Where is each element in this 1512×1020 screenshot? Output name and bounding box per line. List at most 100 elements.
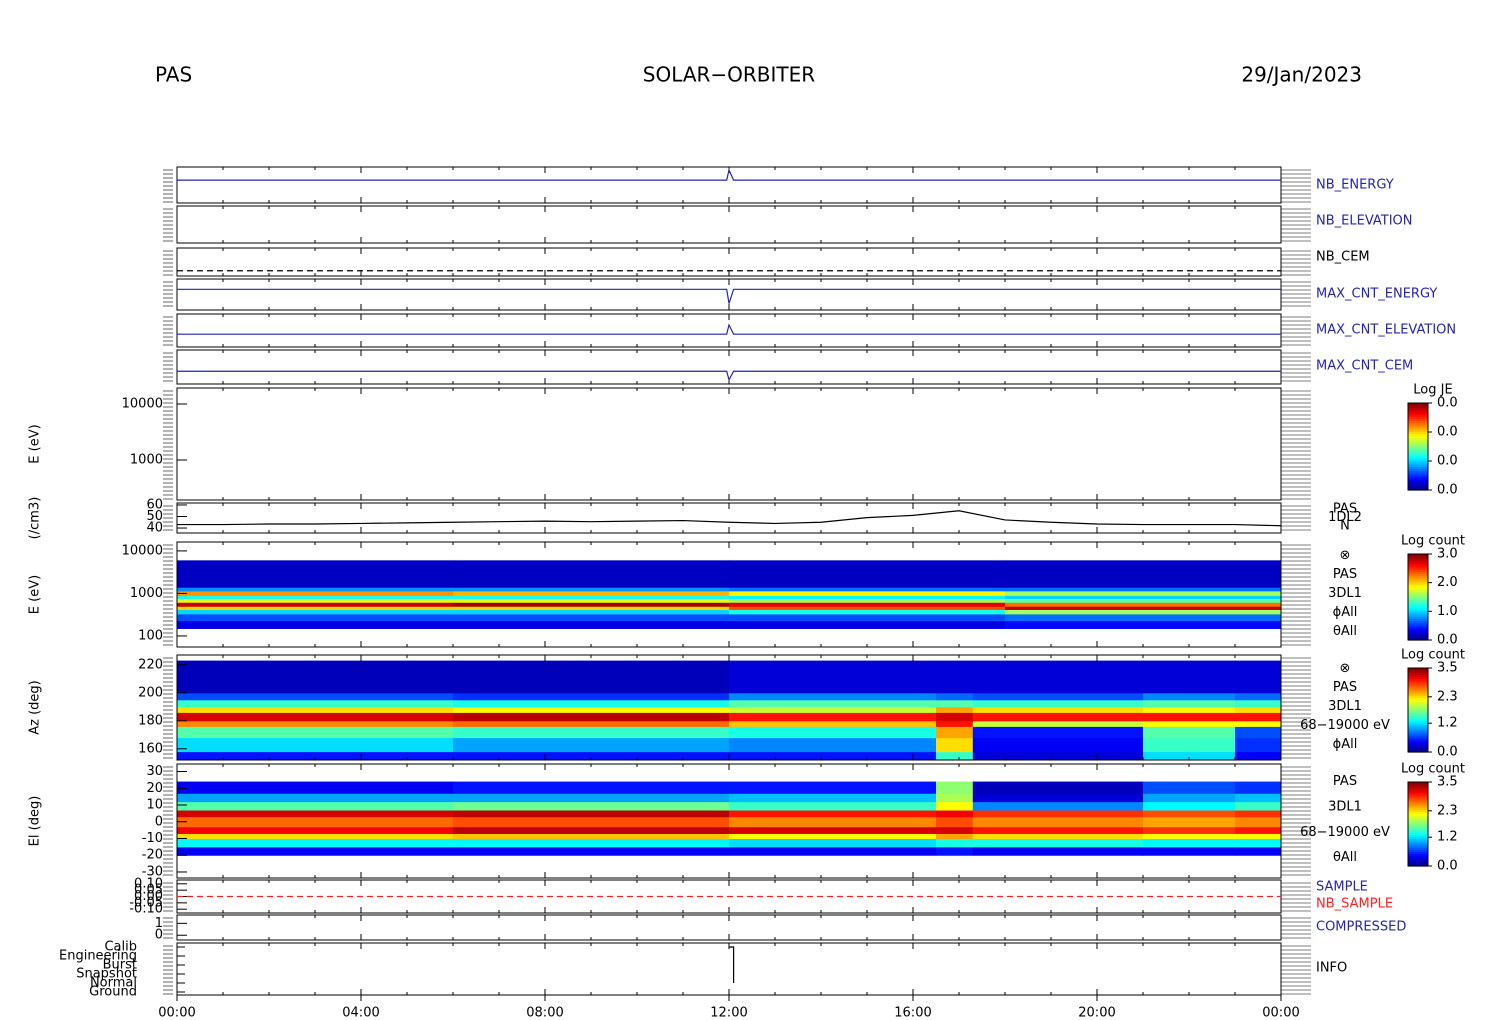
heatmap-cell (936, 801, 974, 811)
colorbar-step (1408, 794, 1428, 798)
heatmap-cell (936, 737, 974, 753)
colorbar-step (1408, 686, 1428, 690)
heatmap-cell (177, 810, 454, 818)
colorbar-tick-label: 2.3 (1437, 689, 1458, 704)
colorbar-step (1408, 618, 1428, 622)
colorbar-step (1408, 620, 1428, 624)
colorbar-step (1408, 674, 1428, 677)
y-axis-label: El (deg) (28, 796, 43, 847)
heatmap-cell (177, 826, 454, 834)
heatmap-cell (729, 609, 1006, 615)
category-label: Ground (89, 985, 137, 1000)
colorbar-step (1408, 745, 1428, 749)
colorbar-tick-label: 0.0 (1437, 745, 1458, 760)
colorbar-step (1408, 680, 1428, 684)
heatmap-cell (453, 706, 730, 713)
x-tick-label: 00:00 (158, 1006, 195, 1020)
colorbar-step (1408, 609, 1428, 613)
heatmap-cell (729, 587, 1006, 592)
heatmap-cell (453, 598, 730, 603)
y-tick-label: -0.10 (129, 902, 163, 917)
colorbar-step (1408, 476, 1428, 480)
colorbar-step (1408, 603, 1428, 607)
colorbar-step (1408, 782, 1428, 785)
colorbar-step (1408, 586, 1428, 589)
colorbar-step (1408, 579, 1428, 583)
heatmap-cell (1143, 781, 1236, 794)
heatmap-cell (1143, 751, 1236, 761)
colorbar-step (1408, 720, 1428, 724)
heatmap-cell (729, 620, 1006, 629)
heatmap-cell (177, 781, 454, 794)
colorbar-step (1408, 712, 1428, 715)
series-label: INFO (1316, 961, 1347, 976)
colorbar-step (1408, 575, 1428, 579)
colorbar-step (1408, 796, 1428, 800)
series-label: MAX_CNT_ENERGY (1316, 287, 1437, 302)
x-tick-label: 16:00 (894, 1006, 931, 1020)
panel-note: ϕAll (1333, 737, 1358, 752)
colorbar-step (1408, 597, 1428, 600)
colorbar-title: Log JE (1413, 383, 1452, 398)
y-tick-label: 20 (146, 781, 163, 796)
colorbar-step (1408, 684, 1428, 688)
heatmap-cell (936, 793, 974, 803)
heatmap-cell (729, 660, 937, 694)
colorbar-tick-label: 2.0 (1437, 575, 1458, 590)
colorbar-step (1408, 409, 1428, 413)
heatmap-cell (1005, 613, 1282, 622)
colorbar-step (1408, 485, 1428, 489)
heatmap-cell (1235, 781, 1282, 794)
panel-frame (176, 942, 1282, 996)
heatmap-cell (1143, 737, 1236, 753)
heatmap-cell (1235, 720, 1282, 727)
y-tick-label: -20 (142, 848, 163, 863)
heatmap-cell (1143, 712, 1236, 722)
colorbar-step (1408, 739, 1428, 743)
colorbar-tick-label: 3.0 (1437, 547, 1458, 562)
heatmap-cell (453, 602, 730, 607)
colorbar-frame (1407, 667, 1429, 753)
colorbar-step (1408, 403, 1428, 406)
heatmap-cell (936, 816, 974, 828)
heatmap-cell (972, 726, 1144, 739)
y-tick-label: 100 (138, 628, 163, 643)
heatmap-cell (453, 833, 730, 839)
colorbar-step (1408, 735, 1428, 738)
colorbar-step (1408, 724, 1428, 728)
colorbar-step (1408, 463, 1428, 467)
colorbar-step (1408, 786, 1428, 789)
colorbar-step (1408, 483, 1428, 487)
heatmap-cell (1005, 606, 1282, 610)
colorbar-step (1408, 614, 1428, 617)
y-tick-label: 160 (138, 741, 163, 756)
panel-note: PAS (1333, 774, 1357, 789)
colorbar-step (1408, 577, 1428, 581)
colorbar-step (1408, 838, 1428, 842)
heatmap-cell (936, 692, 974, 701)
colorbar-step (1408, 439, 1428, 443)
panel-note: PAS (1333, 502, 1357, 517)
colorbar-step (1408, 612, 1428, 615)
colorbar-step (1408, 446, 1428, 450)
heatmap-cell (177, 816, 454, 828)
colorbar-step (1408, 747, 1428, 751)
series-line (729, 946, 735, 983)
heatmap-cell (972, 692, 1144, 701)
heatmap-cell (729, 606, 1006, 610)
colorbar-step (1408, 693, 1428, 696)
heatmap-cell (972, 720, 1144, 727)
heatmap-cell (177, 602, 454, 607)
series-label: COMPRESSED (1316, 920, 1406, 935)
colorbar-frame (1407, 402, 1429, 491)
heatmap-cell (177, 699, 454, 708)
panel-frame (176, 387, 1282, 501)
heatmap-cell (729, 706, 937, 713)
colorbar-step (1408, 851, 1428, 854)
heatmap-cell (177, 609, 454, 615)
y-tick-label: 0 (155, 928, 163, 943)
heatmap-cell (972, 781, 1144, 794)
colorbar-step (1408, 790, 1428, 794)
heatmap-cell (1143, 838, 1236, 848)
